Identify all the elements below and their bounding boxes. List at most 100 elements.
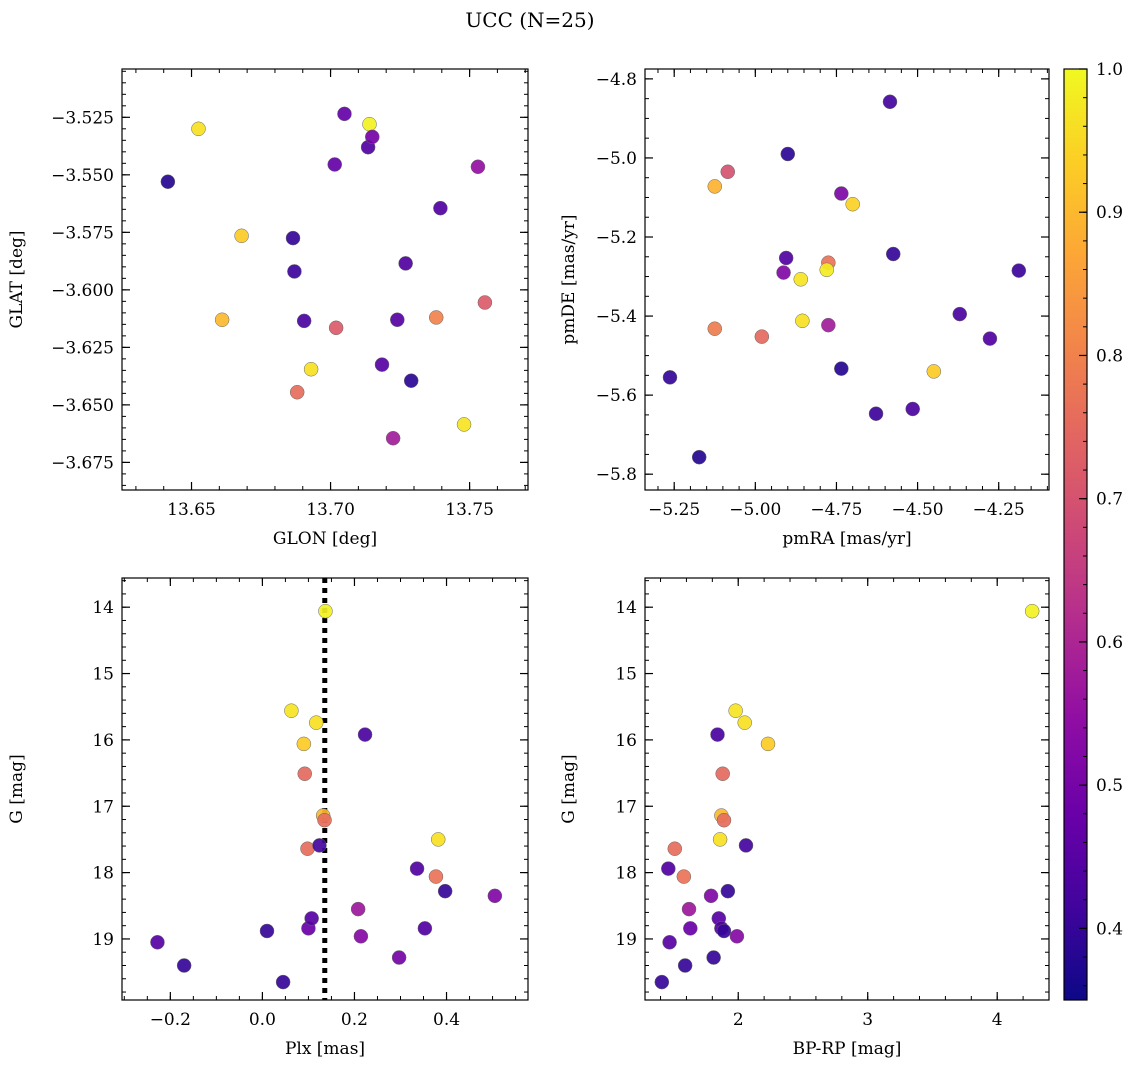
scatter-point bbox=[191, 121, 206, 137]
scatter-point bbox=[303, 361, 319, 377]
y-tick-label: −3.650 bbox=[51, 396, 114, 416]
colorbar-tick-label: 0.9 bbox=[1096, 203, 1123, 223]
x-tick-label: 4 bbox=[992, 1010, 1003, 1030]
y-tick-label: −5.8 bbox=[596, 465, 637, 485]
panels: 13.65 13.70 13.75 −3.525 −3.550 −3.575 −3.600 −… bbox=[7, 68, 1050, 1059]
scatter-point bbox=[456, 417, 472, 432]
scatter-point bbox=[304, 911, 319, 926]
colorbar-tick-label: 0.6 bbox=[1096, 633, 1123, 653]
y-tick-label: −3.675 bbox=[51, 453, 114, 473]
y-tick-label: −3.550 bbox=[51, 166, 114, 186]
scatter-point bbox=[821, 317, 836, 333]
scatter-point bbox=[691, 449, 707, 465]
y-tick-label: −5.6 bbox=[596, 386, 637, 406]
y-tick-label: −4.8 bbox=[596, 70, 637, 90]
scatter-point bbox=[654, 974, 670, 990]
x-tick-label: 13.70 bbox=[306, 500, 355, 520]
scatter-point bbox=[710, 727, 725, 742]
y-tick-label: 15 bbox=[615, 665, 637, 685]
scatter-point bbox=[681, 901, 697, 917]
scatter-point bbox=[834, 361, 849, 376]
scatter-point bbox=[707, 321, 723, 336]
scatter-point bbox=[720, 883, 736, 899]
y-tick-label: −3.600 bbox=[51, 281, 114, 301]
scatter-point bbox=[982, 331, 998, 346]
y-tick-label: 17 bbox=[615, 797, 637, 817]
scatter-point bbox=[327, 157, 342, 172]
y-tick-label: −3.525 bbox=[51, 108, 114, 128]
scatter-point bbox=[470, 159, 486, 175]
x-axis-label: Plx [mas] bbox=[285, 1039, 365, 1059]
scatter-point bbox=[720, 164, 735, 180]
scatter-point bbox=[477, 295, 493, 310]
scatter-point bbox=[297, 766, 312, 781]
y-tick-label: 15 bbox=[92, 665, 114, 685]
scatter-point bbox=[729, 929, 745, 944]
scatter-point bbox=[662, 370, 678, 385]
scatter-point bbox=[285, 230, 301, 246]
x-axis-label: BP-RP [mag] bbox=[793, 1039, 902, 1059]
scatter-point bbox=[309, 715, 324, 730]
scatter-point bbox=[819, 262, 834, 278]
y-axis-label: G [mag] bbox=[559, 754, 579, 823]
colorbar-tick-label: 1.0 bbox=[1096, 60, 1123, 80]
scatter-point bbox=[409, 861, 425, 876]
x-tick-label: −0.2 bbox=[150, 1010, 191, 1030]
scatter-point bbox=[353, 929, 369, 944]
scatter-point bbox=[328, 320, 344, 336]
pmra-pmde-panel: −5.25 −5.00 −4.75 −4.50 −4.25 −4.8 −5.0 −5.2 −5.… bbox=[559, 68, 1050, 549]
scatter-point bbox=[296, 736, 312, 752]
y-tick-label: −5.4 bbox=[596, 307, 637, 327]
scatter-point bbox=[834, 186, 849, 201]
scatter-point bbox=[275, 974, 291, 990]
scatter-point bbox=[259, 923, 275, 939]
plot-frame bbox=[644, 68, 1050, 491]
y-tick-label: −3.625 bbox=[51, 338, 114, 358]
x-tick-label: 3 bbox=[862, 1010, 873, 1030]
x-tick-label: 13.75 bbox=[445, 500, 494, 520]
colorbar-gradient bbox=[1063, 68, 1088, 1001]
glon-glat-panel: 13.65 13.70 13.75 −3.525 −3.550 −3.575 −3.600 −… bbox=[7, 68, 529, 549]
y-tick-label: 18 bbox=[92, 864, 114, 884]
scatter-point bbox=[661, 861, 676, 876]
x-tick-label: 0.0 bbox=[249, 1010, 276, 1030]
scatter-point bbox=[737, 715, 752, 730]
scatter-point bbox=[715, 766, 730, 781]
plx-g-panel: −0.2 0.0 0.2 0.4 14 15 16 17 18 19 Plx [mas] G [mag… bbox=[7, 577, 529, 1059]
scatter-point bbox=[845, 196, 860, 212]
scatter-point bbox=[487, 888, 503, 904]
scatter-point bbox=[214, 312, 230, 328]
y-tick-label: 14 bbox=[615, 598, 637, 618]
colorbar-tick-label: 0.8 bbox=[1096, 346, 1123, 366]
scatter-point bbox=[868, 406, 884, 421]
y-tick-label: 17 bbox=[92, 797, 114, 817]
scatter-point bbox=[312, 838, 327, 853]
scatter-point bbox=[662, 935, 677, 950]
x-tick-label: 13.65 bbox=[167, 500, 216, 520]
y-tick-label: 19 bbox=[615, 930, 637, 950]
scatter-point bbox=[284, 703, 299, 718]
scatter-point bbox=[317, 812, 332, 828]
scatter-point bbox=[776, 265, 791, 280]
scatter-point bbox=[337, 106, 352, 122]
y-tick-label: −3.575 bbox=[51, 223, 114, 243]
scatter-point bbox=[703, 888, 719, 904]
scatter-point bbox=[793, 272, 809, 287]
x-tick-label: −4.75 bbox=[810, 500, 862, 520]
x-axis-label: GLON [deg] bbox=[273, 529, 377, 549]
scatter-point bbox=[1024, 603, 1040, 619]
scatter-point bbox=[417, 921, 433, 936]
scatter-point bbox=[754, 329, 770, 344]
scatter-point bbox=[390, 312, 405, 328]
scatter-point bbox=[683, 921, 698, 936]
y-axis-label: pmDE [mas/yr] bbox=[559, 214, 579, 344]
colorbar: 0.4 0.5 0.6 0.7 0.8 0.9 1.0 bbox=[1063, 60, 1123, 1001]
scatter-point bbox=[428, 869, 444, 884]
x-tick-label: −5.00 bbox=[729, 500, 781, 520]
scatter-point bbox=[365, 129, 380, 145]
scatter-point bbox=[433, 200, 448, 216]
scatter-point bbox=[374, 357, 390, 372]
scatter-point bbox=[176, 958, 192, 973]
scatter-point bbox=[882, 94, 898, 110]
